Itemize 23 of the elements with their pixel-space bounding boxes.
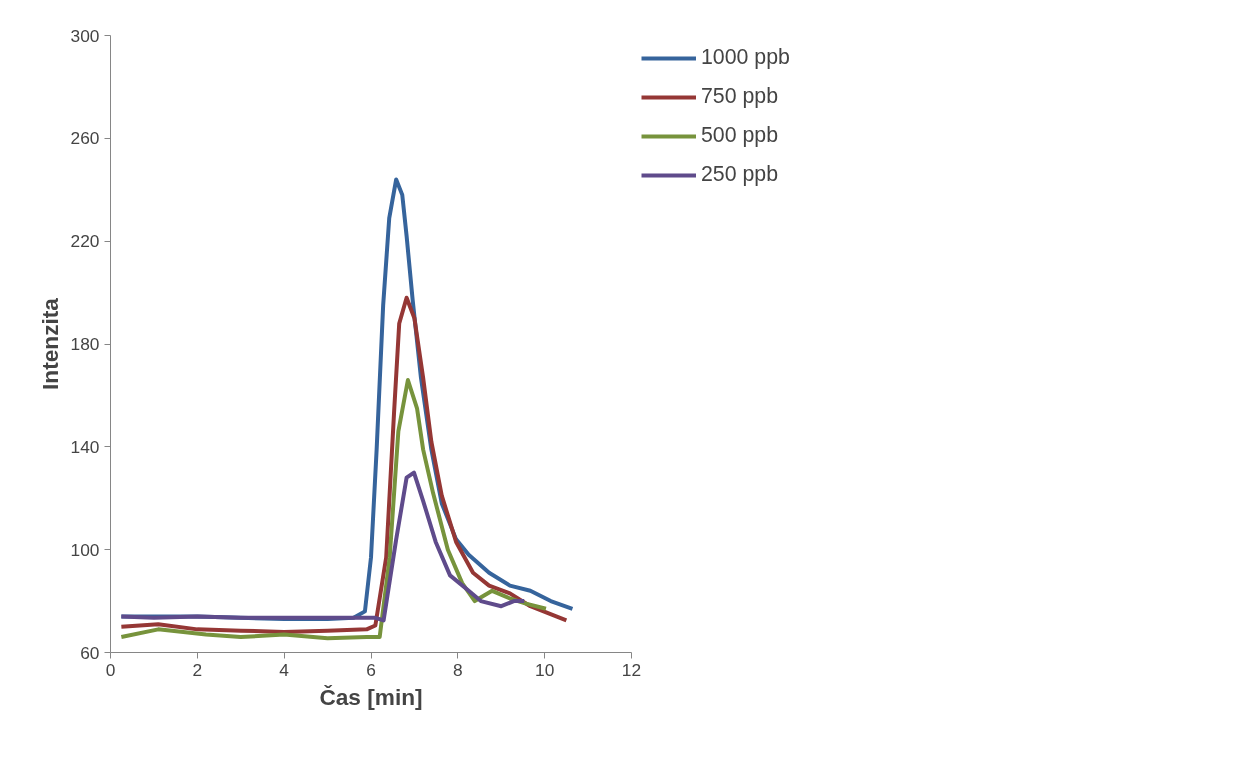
x-tick-label: 2 [192,659,203,680]
line-series [119,470,527,623]
legend-label: 250 ppb [701,162,779,187]
y-tick-label: 180 [70,334,100,354]
x-tick-label: 8 [453,659,463,680]
x-tick-label: 12 [621,659,642,680]
y-axis-title: Intenzita [36,297,63,390]
y-tick-label: 260 [70,128,100,149]
legend-label: 1000 ppb [701,45,790,70]
line-series [119,295,569,634]
x-tick-label: 10 [535,659,555,680]
y-tick-label: 220 [70,231,100,252]
x-tick-label: 6 [366,659,376,680]
y-tick-label: 100 [70,539,100,560]
legend-label: 750 ppb [701,84,779,109]
x-axis-title: Čas [min] [319,683,423,710]
y-tick-label: 140 [70,436,100,457]
y-tick-label: 300 [70,25,100,46]
legend-label: 500 ppb [701,123,779,148]
y-tick-label: 60 [80,642,100,663]
x-tick-label: 0 [105,659,116,680]
line-series [119,377,548,641]
x-tick-label: 4 [279,659,290,680]
